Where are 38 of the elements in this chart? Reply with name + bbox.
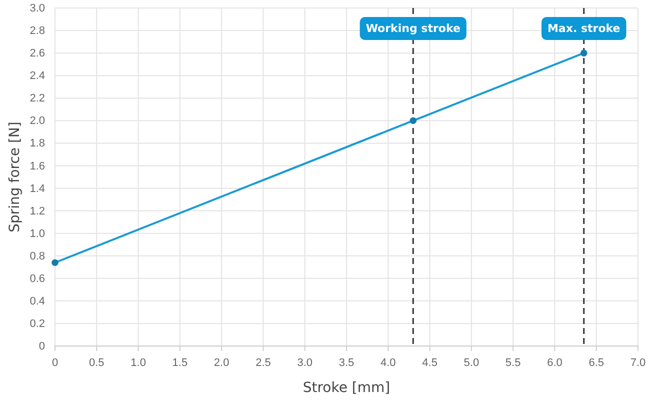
x-tick-label: 2.0	[214, 357, 230, 370]
point	[410, 117, 417, 124]
y-tick-label: 2.2	[30, 92, 45, 105]
y-tick-label: 0.8	[30, 250, 45, 262]
y-tick-label: 1.6	[30, 160, 45, 172]
x-tick-label: 5.5	[505, 357, 521, 370]
x-tick-label: 1.0	[130, 357, 146, 370]
x-tick-label: 4.5	[422, 357, 438, 370]
ref-line-label: Working stroke	[366, 22, 460, 35]
y-tick-label: 1.4	[30, 182, 45, 195]
y-tick-label: 1.8	[30, 138, 45, 150]
y-tick-label: 2.0	[30, 115, 45, 128]
point	[580, 50, 588, 56]
x-tick-label: 3.0	[297, 357, 313, 370]
y-tick-label: 0	[38, 340, 45, 353]
x-tick-label: 1.5	[172, 357, 188, 370]
y-tick-label: 0.4	[30, 295, 45, 308]
x-tick-label: 0	[52, 357, 58, 370]
point	[52, 259, 58, 266]
y-tick-label: 0.2	[30, 318, 45, 330]
y-tick-label: 1.2	[30, 205, 45, 218]
y-axis-title: Spring force [N]	[7, 122, 23, 232]
ref-line-label: Max. stroke	[547, 22, 620, 35]
y-tick-label: 3.0	[30, 2, 45, 15]
x-tick-label: 6.5	[588, 357, 604, 370]
y-tick-label: 0.6	[30, 272, 45, 285]
y-tick-label: 2.8	[30, 25, 45, 38]
y-tick-label: 2.6	[30, 48, 45, 60]
x-tick-label: 7.0	[630, 357, 646, 370]
x-tick-label: 3.5	[338, 357, 354, 370]
x-tick-label: 2.5	[256, 357, 271, 370]
x-tick-label: 4.0	[380, 357, 396, 370]
y-tick-label: 2.4	[30, 70, 45, 82]
y-tick-label: 1.0	[30, 228, 45, 240]
x-tick-label: 6.0	[547, 357, 562, 370]
x-tick-label: 5.0	[464, 357, 480, 370]
x-axis-title: Stroke [mm]	[302, 380, 390, 396]
x-tick-label: 0.5	[88, 357, 104, 370]
